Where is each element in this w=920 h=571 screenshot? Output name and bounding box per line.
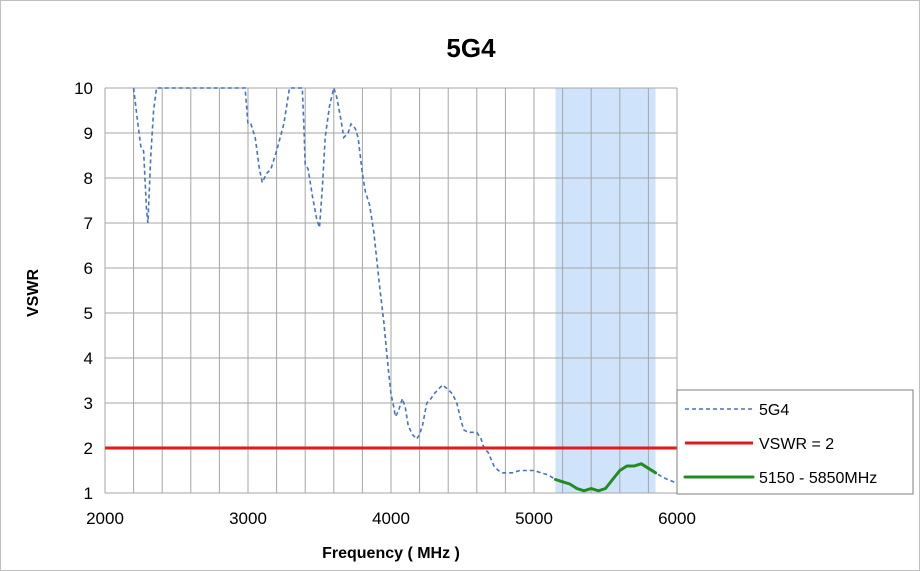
- y-tick-label: 7: [84, 214, 93, 233]
- x-tick-label: 5000: [515, 509, 553, 528]
- legend: 5G4 VSWR = 2 5150 - 5850MHz: [676, 389, 914, 495]
- highlight-band: [555, 88, 656, 493]
- y-tick-label: 6: [84, 259, 93, 278]
- chart-title: 5G4: [446, 33, 496, 63]
- x-tick-label: 4000: [372, 509, 410, 528]
- y-axis-label: VSWR: [25, 269, 42, 317]
- y-tick-label: 9: [84, 124, 93, 143]
- series-layer: [105, 85, 678, 493]
- y-tick-label: 4: [84, 349, 93, 368]
- highlight-band-layer: [555, 88, 656, 493]
- y-tick-label: 8: [84, 169, 93, 188]
- grid-layer: [104, 87, 678, 494]
- y-tick-label: 1: [84, 484, 93, 503]
- series-line-2: [554, 462, 658, 493]
- x-tick-label: 2000: [86, 509, 124, 528]
- y-tick-label: 5: [84, 304, 93, 323]
- legend-label-1: VSWR = 2: [759, 436, 834, 453]
- x-axis-label: Frequency ( MHz ): [322, 545, 460, 562]
- y-tick-label: 3: [84, 394, 93, 413]
- y-tick-label: 2: [84, 439, 93, 458]
- y-tick-label: 10: [74, 79, 93, 98]
- tick-layer: 1 2 3 4 5 6 7 8 9 10 2000 3000 4000 5000 6000: [74, 79, 696, 528]
- legend-label-2: 5150 - 5850MHz: [759, 470, 877, 487]
- series-line-0: [132, 85, 678, 492]
- x-tick-label: 3000: [229, 509, 267, 528]
- x-tick-label: 6000: [658, 509, 696, 528]
- legend-label-0: 5G4: [759, 402, 789, 419]
